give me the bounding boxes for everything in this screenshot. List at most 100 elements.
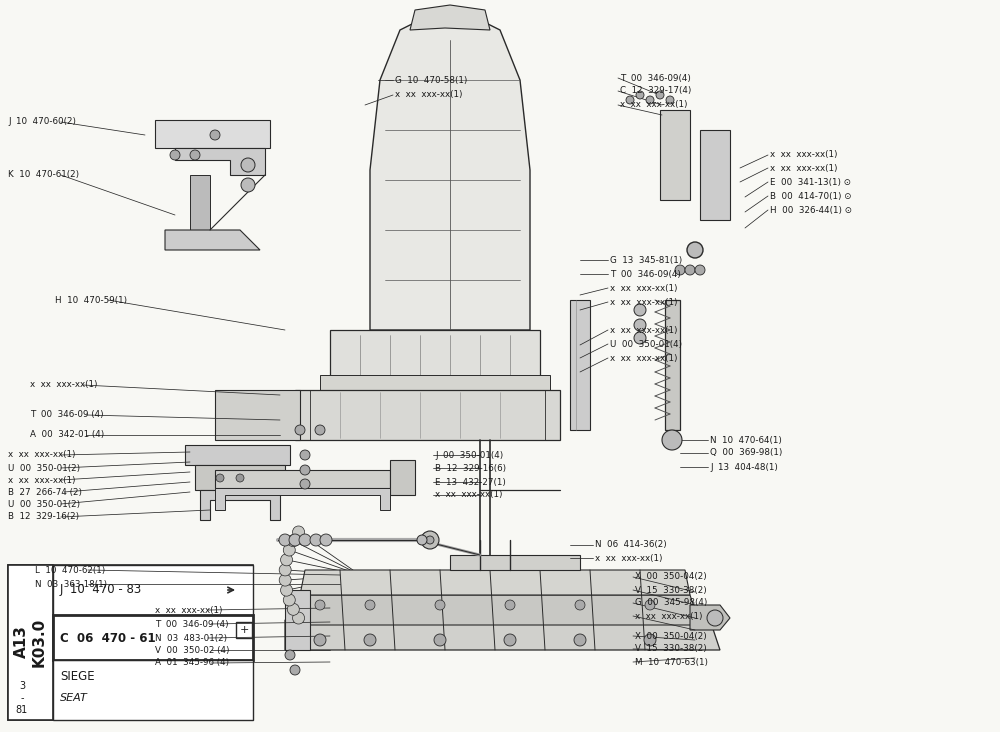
Polygon shape	[215, 390, 300, 440]
Circle shape	[283, 594, 295, 606]
Text: +: +	[239, 625, 249, 635]
Circle shape	[421, 531, 439, 549]
Circle shape	[636, 91, 644, 99]
Text: x  xx  xxx-xx(1): x xx xxx-xx(1)	[635, 611, 702, 621]
Text: H  10  470-59(1): H 10 470-59(1)	[55, 296, 127, 305]
Polygon shape	[195, 465, 285, 490]
Text: T  00  346-09 (4): T 00 346-09 (4)	[30, 411, 104, 419]
Circle shape	[626, 96, 634, 104]
Polygon shape	[320, 375, 550, 390]
Text: C  12  329-17(4): C 12 329-17(4)	[620, 86, 691, 95]
Text: C  06  470 - 61: C 06 470 - 61	[60, 632, 156, 644]
Circle shape	[315, 600, 325, 610]
Polygon shape	[665, 300, 680, 430]
Polygon shape	[190, 175, 210, 240]
Circle shape	[216, 474, 224, 482]
Circle shape	[236, 474, 244, 482]
Circle shape	[646, 96, 654, 104]
Circle shape	[241, 178, 255, 192]
Circle shape	[634, 319, 646, 331]
Circle shape	[299, 534, 311, 546]
Text: x  xx  xxx-xx(1): x xx xxx-xx(1)	[595, 553, 662, 562]
Text: V  00  350-02 (4): V 00 350-02 (4)	[155, 646, 230, 654]
Text: 3: 3	[19, 681, 25, 691]
Polygon shape	[155, 120, 270, 148]
Text: B  00  414-70(1) ⊙: B 00 414-70(1) ⊙	[770, 192, 852, 201]
Text: T  00  346-09(4): T 00 346-09(4)	[610, 269, 681, 278]
Circle shape	[289, 534, 301, 546]
Text: J  10  470-60(2): J 10 470-60(2)	[8, 118, 76, 127]
Circle shape	[287, 603, 299, 616]
Text: V  15  330-38(2): V 15 330-38(2)	[635, 586, 707, 594]
Polygon shape	[285, 620, 720, 650]
Circle shape	[300, 465, 310, 475]
Circle shape	[279, 574, 291, 586]
Text: U  00  350-01(2): U 00 350-01(2)	[8, 499, 80, 509]
Circle shape	[283, 544, 295, 556]
Circle shape	[656, 91, 664, 99]
Circle shape	[505, 600, 515, 610]
Text: SIEGE: SIEGE	[60, 671, 95, 684]
Circle shape	[300, 479, 310, 489]
Text: E  00  341-13(1) ⊙: E 00 341-13(1) ⊙	[770, 177, 851, 187]
Polygon shape	[370, 10, 530, 330]
Circle shape	[504, 634, 516, 646]
Text: x  xx  xxx-xx(1): x xx xxx-xx(1)	[610, 297, 678, 307]
Circle shape	[293, 612, 305, 624]
Text: T  00  346-09(4): T 00 346-09(4)	[620, 73, 691, 83]
Circle shape	[290, 665, 300, 675]
Text: B  12  329-16(2): B 12 329-16(2)	[8, 512, 79, 521]
Polygon shape	[215, 470, 390, 488]
Text: x  xx  xxx-xx(1): x xx xxx-xx(1)	[30, 381, 98, 389]
Text: N  03  363-18(1): N 03 363-18(1)	[35, 580, 107, 589]
Text: U  00  350-01(2): U 00 350-01(2)	[8, 463, 80, 472]
Text: N  10  470-64(1): N 10 470-64(1)	[710, 436, 782, 444]
Text: B  27  266-74 (2): B 27 266-74 (2)	[8, 488, 82, 496]
Circle shape	[365, 600, 375, 610]
Circle shape	[707, 610, 723, 626]
Circle shape	[293, 526, 305, 538]
Text: x  xx  xxx-xx(1): x xx xxx-xx(1)	[610, 283, 678, 293]
Circle shape	[314, 634, 326, 646]
Text: Q  00  369-98(1): Q 00 369-98(1)	[710, 449, 782, 458]
Circle shape	[666, 96, 674, 104]
Bar	[236, 622, 252, 638]
Circle shape	[645, 600, 655, 610]
Bar	[53, 660, 253, 720]
Polygon shape	[410, 5, 490, 30]
Circle shape	[287, 534, 299, 547]
Circle shape	[662, 430, 682, 450]
Circle shape	[300, 450, 310, 460]
Text: V  15  330-38(2): V 15 330-38(2)	[635, 644, 707, 654]
Text: G  13  345-81(1): G 13 345-81(1)	[610, 255, 682, 264]
Circle shape	[634, 332, 646, 344]
Circle shape	[417, 535, 427, 545]
Circle shape	[426, 536, 434, 544]
Circle shape	[281, 584, 293, 596]
Circle shape	[241, 158, 255, 172]
Circle shape	[285, 650, 295, 660]
Circle shape	[315, 425, 325, 435]
Polygon shape	[165, 230, 260, 250]
Text: -: -	[20, 693, 24, 703]
Circle shape	[687, 242, 703, 258]
Circle shape	[210, 130, 220, 140]
Text: x  xx  xxx-xx(1): x xx xxx-xx(1)	[395, 91, 462, 100]
Text: x  xx  xxx-xx(1): x xx xxx-xx(1)	[770, 163, 838, 173]
Text: N  03  483-01(2): N 03 483-01(2)	[155, 633, 227, 643]
Circle shape	[434, 634, 446, 646]
Text: M  10  470-63(1): M 10 470-63(1)	[635, 657, 708, 667]
Polygon shape	[185, 445, 290, 465]
Circle shape	[279, 534, 291, 546]
Polygon shape	[300, 570, 690, 595]
Bar	[53, 565, 253, 615]
Polygon shape	[295, 595, 700, 625]
Circle shape	[170, 150, 180, 160]
Polygon shape	[330, 330, 540, 380]
Polygon shape	[285, 590, 310, 650]
Polygon shape	[200, 490, 280, 520]
Text: x  xx  xxx-xx(1): x xx xxx-xx(1)	[610, 326, 678, 335]
Circle shape	[364, 634, 376, 646]
Polygon shape	[660, 110, 690, 200]
Text: x  xx  xxx-xx(1): x xx xxx-xx(1)	[770, 151, 838, 160]
